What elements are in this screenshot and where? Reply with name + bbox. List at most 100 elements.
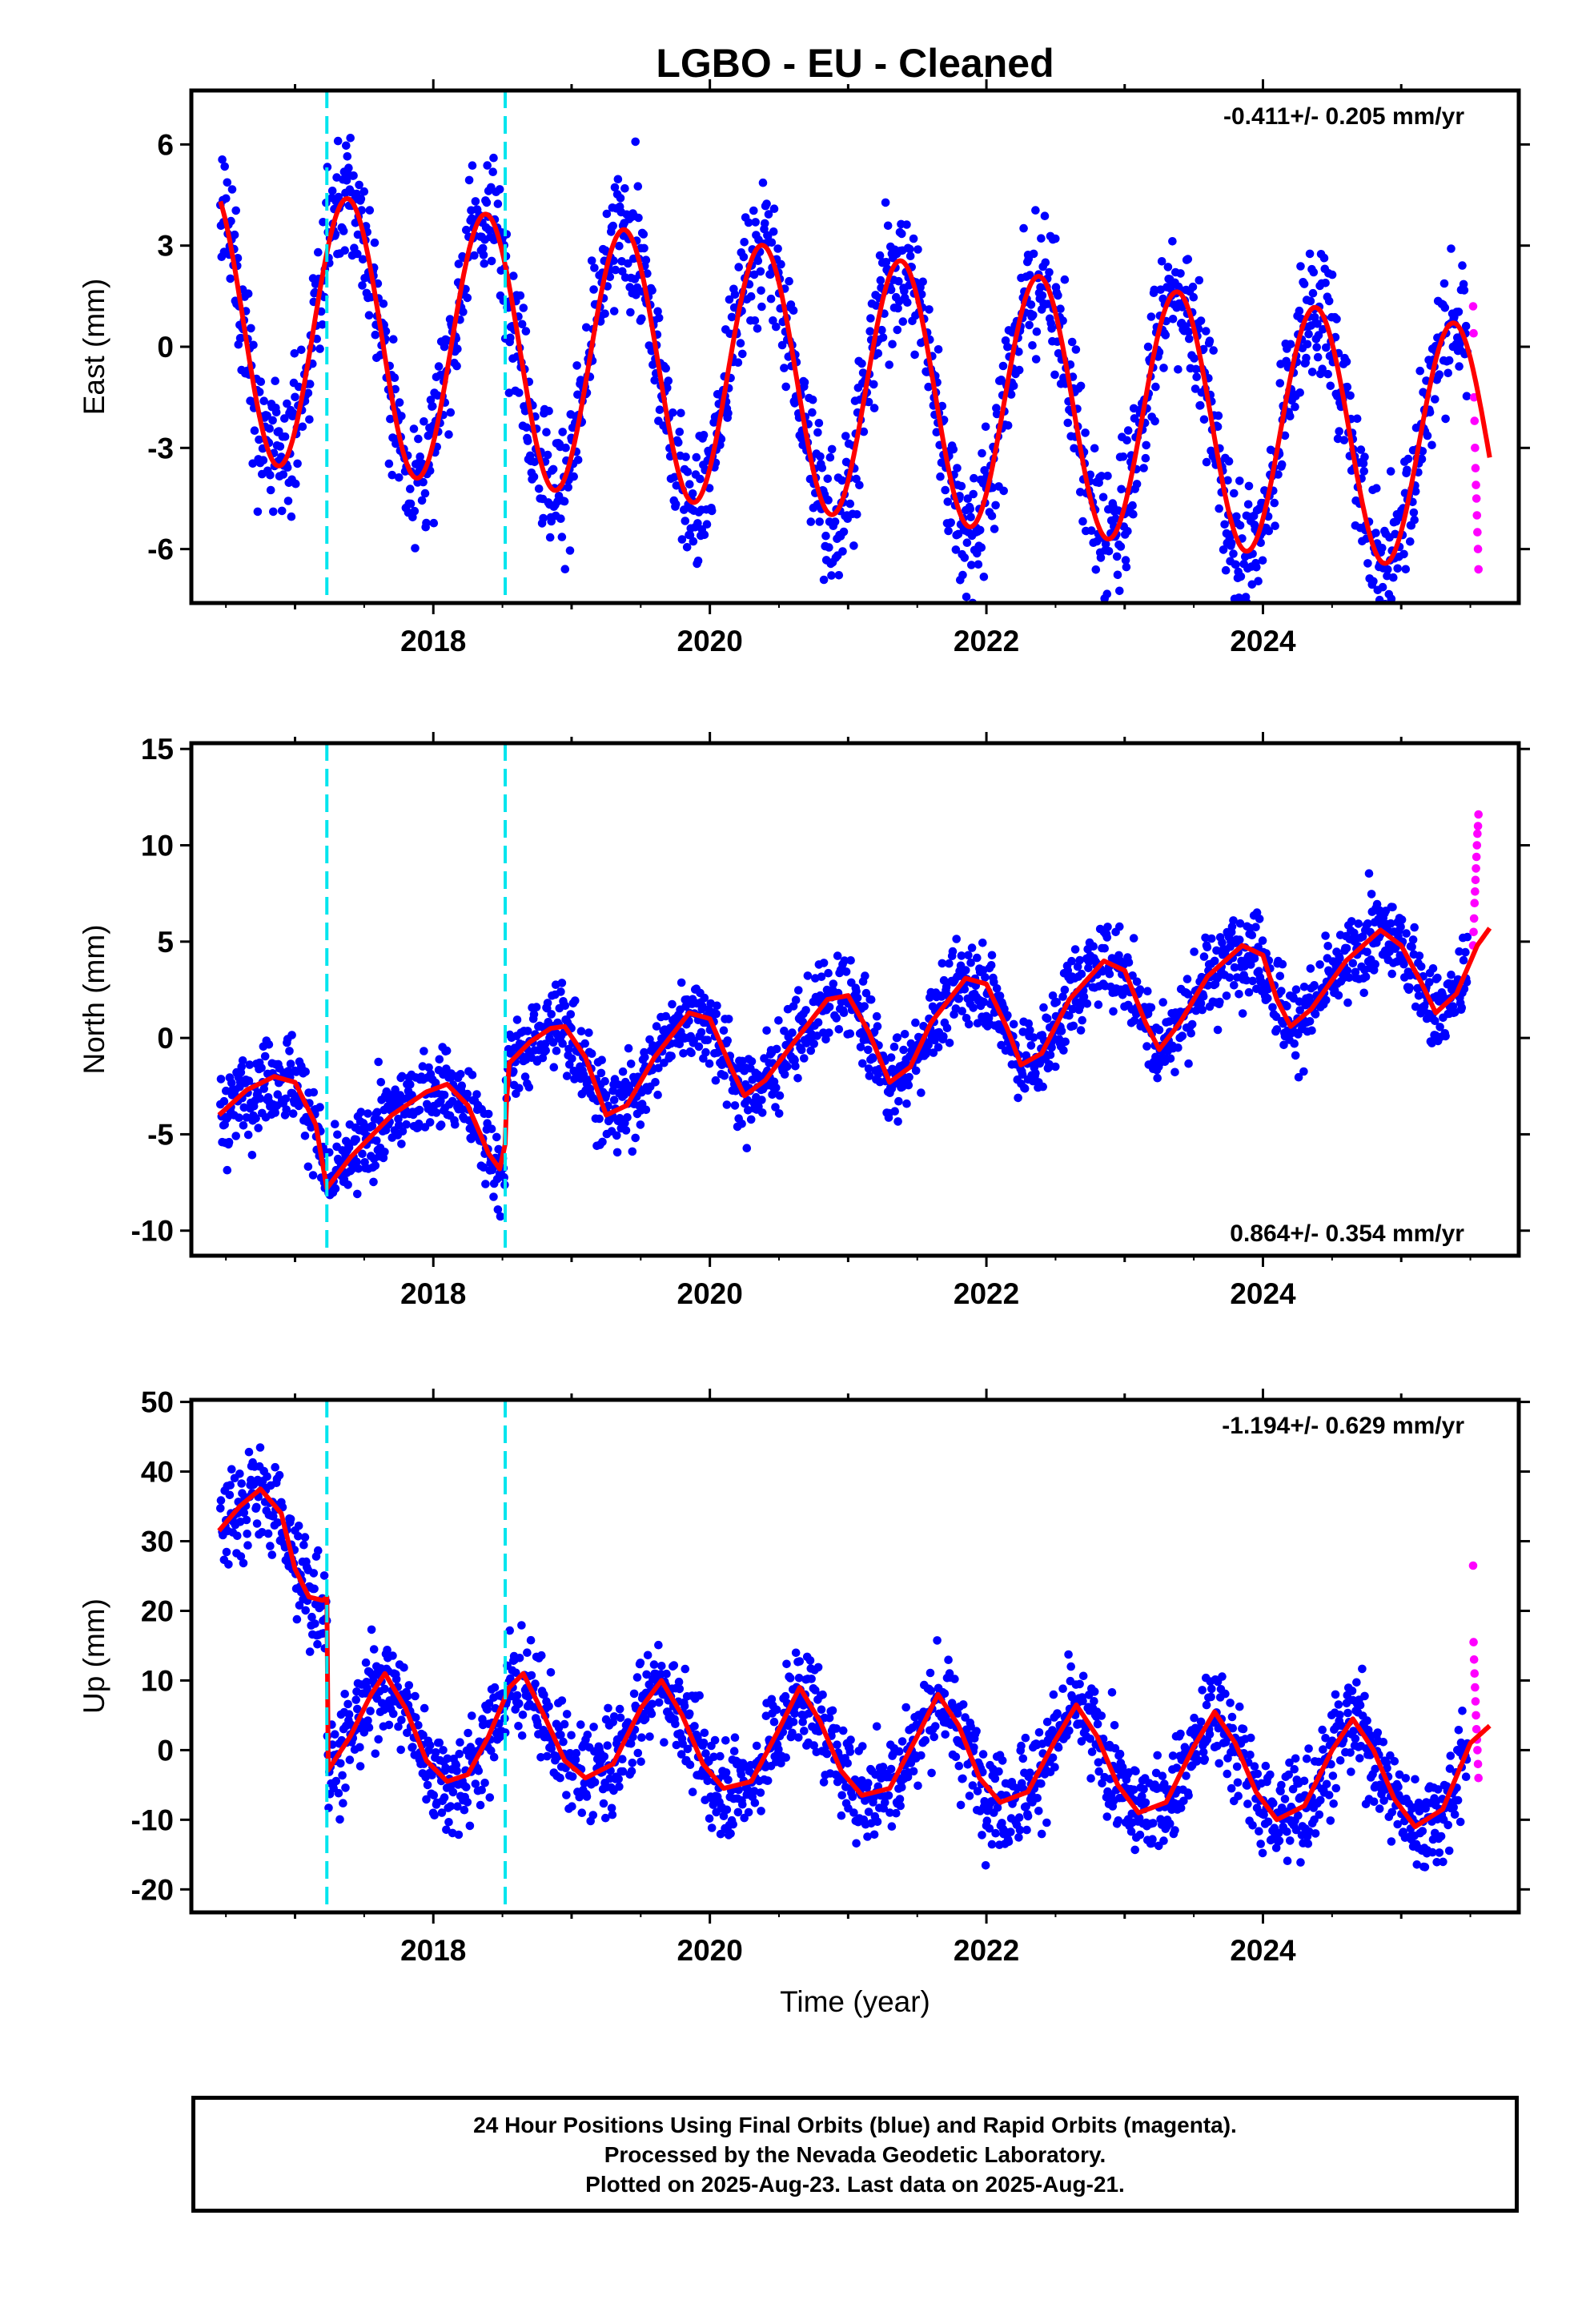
data-point xyxy=(941,485,950,495)
data-point xyxy=(632,1673,642,1682)
data-point xyxy=(353,249,362,259)
data-point xyxy=(648,1699,656,1709)
data-point xyxy=(964,951,973,960)
data-point xyxy=(244,1447,254,1457)
data-point xyxy=(697,1027,706,1037)
data-point xyxy=(808,408,817,417)
data-point xyxy=(314,1546,323,1555)
data-point xyxy=(530,457,539,467)
data-point xyxy=(363,1716,372,1725)
data-point xyxy=(636,1659,645,1667)
data-point xyxy=(637,314,646,324)
data-point xyxy=(864,1045,873,1055)
data-point xyxy=(709,1752,718,1762)
data-point xyxy=(1038,291,1047,300)
data-point xyxy=(434,362,444,371)
data-point xyxy=(1279,1040,1288,1050)
data-point xyxy=(541,1046,550,1055)
chart-title: LGBO - EU - Cleaned xyxy=(656,41,1054,86)
data-point xyxy=(872,1011,881,1021)
data-point xyxy=(913,1781,922,1791)
data-point xyxy=(1440,304,1450,312)
data-point xyxy=(362,1678,371,1687)
data-point xyxy=(1189,292,1199,302)
data-point xyxy=(1061,1037,1070,1047)
data-point xyxy=(414,1721,423,1730)
data-point xyxy=(681,517,690,525)
data-point xyxy=(243,1530,252,1538)
data-point xyxy=(1408,935,1418,944)
data-point xyxy=(604,1703,612,1713)
data-point xyxy=(1052,998,1062,1007)
data-point xyxy=(224,1560,233,1569)
data-point xyxy=(913,245,922,254)
data-point xyxy=(1313,320,1322,328)
data-point xyxy=(1097,472,1106,480)
data-point xyxy=(858,1059,867,1068)
data-point xyxy=(1278,959,1287,969)
data-point xyxy=(1383,565,1392,574)
data-point xyxy=(480,1779,489,1787)
data-point xyxy=(1184,1059,1193,1068)
data-point xyxy=(1205,336,1215,346)
data-point xyxy=(767,1695,777,1704)
data-point xyxy=(904,1080,913,1090)
data-point xyxy=(1051,1062,1060,1072)
data-point xyxy=(1441,414,1450,424)
data-point xyxy=(587,256,596,265)
data-point xyxy=(827,571,836,580)
data-point xyxy=(1291,985,1301,994)
data-point xyxy=(629,1689,639,1699)
data-point xyxy=(1063,418,1073,428)
data-point xyxy=(452,361,461,371)
rapid-point xyxy=(1469,328,1478,338)
data-point xyxy=(843,1759,852,1768)
data-point xyxy=(1029,311,1038,320)
data-point xyxy=(717,434,726,444)
data-point xyxy=(766,270,775,279)
data-point xyxy=(395,473,404,482)
data-point xyxy=(436,1096,445,1106)
data-point xyxy=(1047,1043,1056,1052)
data-point xyxy=(252,1502,261,1512)
data-point xyxy=(1009,381,1018,391)
data-point xyxy=(1286,340,1295,349)
data-point xyxy=(640,1715,650,1723)
data-point xyxy=(1389,573,1398,582)
data-point xyxy=(872,1722,881,1731)
data-point xyxy=(1378,544,1387,553)
data-point xyxy=(1377,615,1386,624)
data-point xyxy=(1323,369,1332,379)
data-point xyxy=(893,304,902,313)
data-point xyxy=(701,1749,710,1758)
data-point xyxy=(818,1690,827,1699)
data-point xyxy=(533,1720,542,1730)
data-point xyxy=(628,1732,637,1742)
rapid-point xyxy=(1473,528,1482,537)
data-point xyxy=(249,340,258,350)
data-point xyxy=(782,1659,791,1669)
data-point xyxy=(334,1788,343,1798)
data-point xyxy=(1415,366,1424,376)
data-point xyxy=(772,1084,781,1092)
data-point xyxy=(675,1684,685,1694)
data-point xyxy=(853,993,862,1003)
data-point xyxy=(243,1541,252,1550)
data-point xyxy=(902,220,911,229)
data-point xyxy=(271,1108,280,1117)
data-point xyxy=(1371,529,1380,537)
data-point xyxy=(478,243,488,253)
data-point xyxy=(1159,364,1168,372)
data-point xyxy=(247,324,255,333)
data-point xyxy=(885,1808,894,1817)
data-point xyxy=(406,1080,415,1089)
data-point xyxy=(220,162,230,171)
data-point xyxy=(909,1767,918,1776)
data-point xyxy=(1321,931,1330,940)
data-point xyxy=(386,414,395,424)
data-point xyxy=(662,1669,671,1679)
data-point xyxy=(749,206,758,215)
data-point xyxy=(546,1668,556,1677)
data-point xyxy=(1306,964,1315,973)
data-point xyxy=(446,408,456,417)
